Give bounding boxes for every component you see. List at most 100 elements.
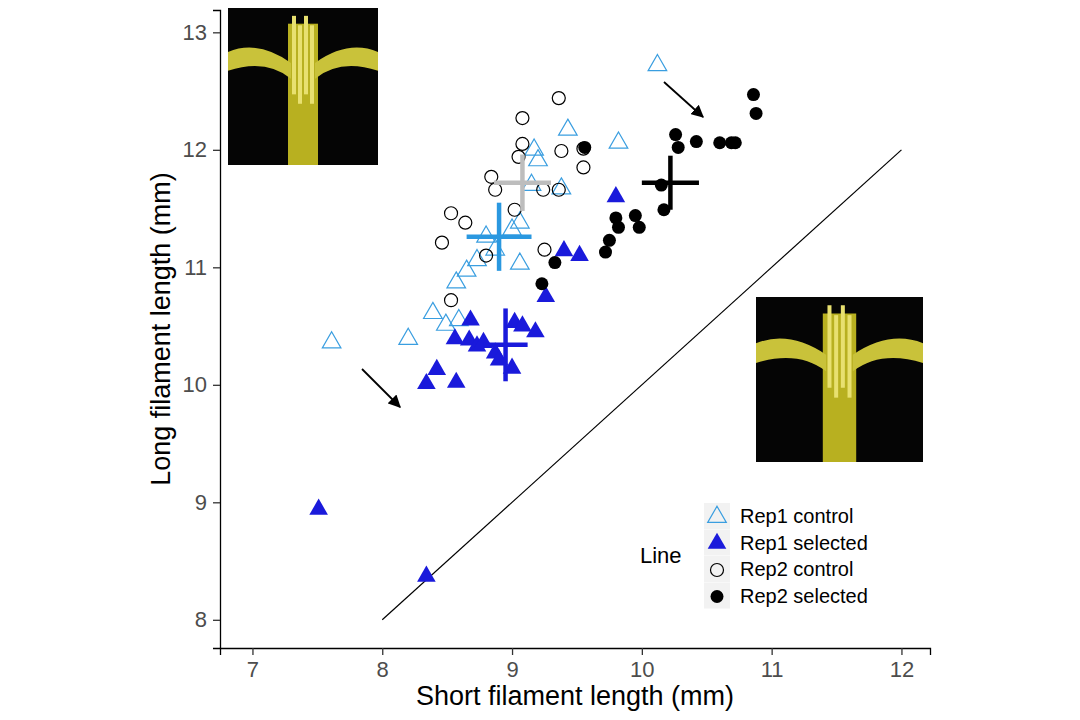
data-point xyxy=(552,92,565,105)
legend-marker xyxy=(711,564,724,577)
data-point xyxy=(309,499,328,515)
data-point xyxy=(603,234,616,247)
x-axis: 7 8 9 10 11 12 xyxy=(221,648,931,682)
legend-key-background xyxy=(704,503,730,529)
tick-label: 9 xyxy=(195,490,207,515)
data-point xyxy=(513,315,532,331)
tick-mark xyxy=(382,648,383,655)
data-point xyxy=(424,302,443,318)
data-point xyxy=(548,256,561,269)
inset-stamen xyxy=(827,305,831,388)
series-points xyxy=(322,54,666,347)
legend-title: Line xyxy=(640,543,682,568)
data-point xyxy=(489,183,502,196)
data-point xyxy=(729,136,742,149)
y-axis: 8910111213 xyxy=(183,11,221,649)
data-point xyxy=(612,221,625,234)
series-points xyxy=(435,92,589,307)
inset-photo xyxy=(756,297,923,462)
data-point xyxy=(526,321,545,337)
data-point xyxy=(459,216,472,229)
data-point xyxy=(578,141,591,154)
data-point xyxy=(468,250,487,266)
data-point xyxy=(447,372,466,388)
mean-cross xyxy=(494,155,551,211)
plot-area xyxy=(309,54,901,619)
data-point xyxy=(516,112,529,125)
tick-label: 7 xyxy=(247,657,259,682)
data-point xyxy=(537,183,550,196)
tick-label: 10 xyxy=(630,657,654,682)
legend-label: Rep1 selected xyxy=(740,532,868,554)
tick: 9 xyxy=(506,648,518,682)
data-point xyxy=(599,246,612,259)
data-point xyxy=(480,249,493,262)
inset-petal-right xyxy=(315,48,378,79)
tick-mark xyxy=(252,648,253,655)
series-points xyxy=(309,186,625,582)
inset-stamen xyxy=(310,25,314,104)
tick: 11 xyxy=(761,648,784,682)
tick-mark xyxy=(512,648,513,655)
inset-petal-right xyxy=(853,339,923,372)
tick-label: 9 xyxy=(506,657,518,682)
tick-mark xyxy=(901,648,902,655)
mean-y-error-bar xyxy=(668,156,673,210)
inset-petal-left xyxy=(228,48,291,79)
data-point xyxy=(713,136,726,149)
inset-background xyxy=(228,8,378,165)
tick: 10 xyxy=(183,372,220,397)
data-point xyxy=(435,236,448,249)
data-point xyxy=(399,328,418,344)
inset-stamen xyxy=(298,25,302,104)
legend-key-background xyxy=(704,556,730,582)
data-point xyxy=(633,221,646,234)
mean-cross xyxy=(642,156,699,210)
legend: LineRep1 controlRep1 selectedRep2 contro… xyxy=(640,503,868,609)
tick-label: 12 xyxy=(183,137,207,162)
data-point xyxy=(648,54,667,70)
tick-mark xyxy=(771,648,772,655)
data-point xyxy=(538,243,551,256)
axis-line xyxy=(221,649,931,656)
legend-label: Rep2 selected xyxy=(740,585,868,607)
data-point xyxy=(629,209,642,222)
arrow xyxy=(664,82,703,117)
inset-stamen xyxy=(292,16,296,95)
inset-stamen xyxy=(848,315,852,398)
tick-mark xyxy=(213,267,220,268)
tick-label: 12 xyxy=(890,657,914,682)
reference-line xyxy=(382,150,901,620)
tick: 9 xyxy=(195,490,220,515)
legend-key-background xyxy=(704,583,730,609)
data-point xyxy=(516,137,529,150)
data-point xyxy=(552,178,571,194)
data-point xyxy=(417,566,436,582)
chart: 7891011128910111213Short filament length… xyxy=(0,0,1080,720)
data-point xyxy=(486,239,505,255)
data-point xyxy=(503,219,522,235)
mean-cross xyxy=(467,203,532,271)
legend-label: Rep1 control xyxy=(740,505,853,527)
data-point xyxy=(417,373,436,389)
series-points xyxy=(535,88,762,290)
inset-stamen xyxy=(841,305,845,388)
mean-cross xyxy=(483,308,527,381)
tick: 10 xyxy=(630,648,654,682)
data-point xyxy=(607,186,626,202)
mean-y-error-bar xyxy=(520,155,525,211)
data-point xyxy=(457,260,476,276)
tick-label: 10 xyxy=(183,372,207,397)
data-point xyxy=(529,150,548,166)
data-point xyxy=(750,107,763,120)
data-point xyxy=(577,161,590,174)
data-point xyxy=(609,132,628,148)
data-point xyxy=(747,88,760,101)
inset-petal-left xyxy=(756,339,826,372)
tick: 8 xyxy=(377,648,389,682)
data-point xyxy=(555,144,568,157)
tick-mark xyxy=(213,385,220,386)
tick: 8 xyxy=(195,607,220,632)
data-point xyxy=(437,314,456,330)
tick-label: 8 xyxy=(195,607,207,632)
